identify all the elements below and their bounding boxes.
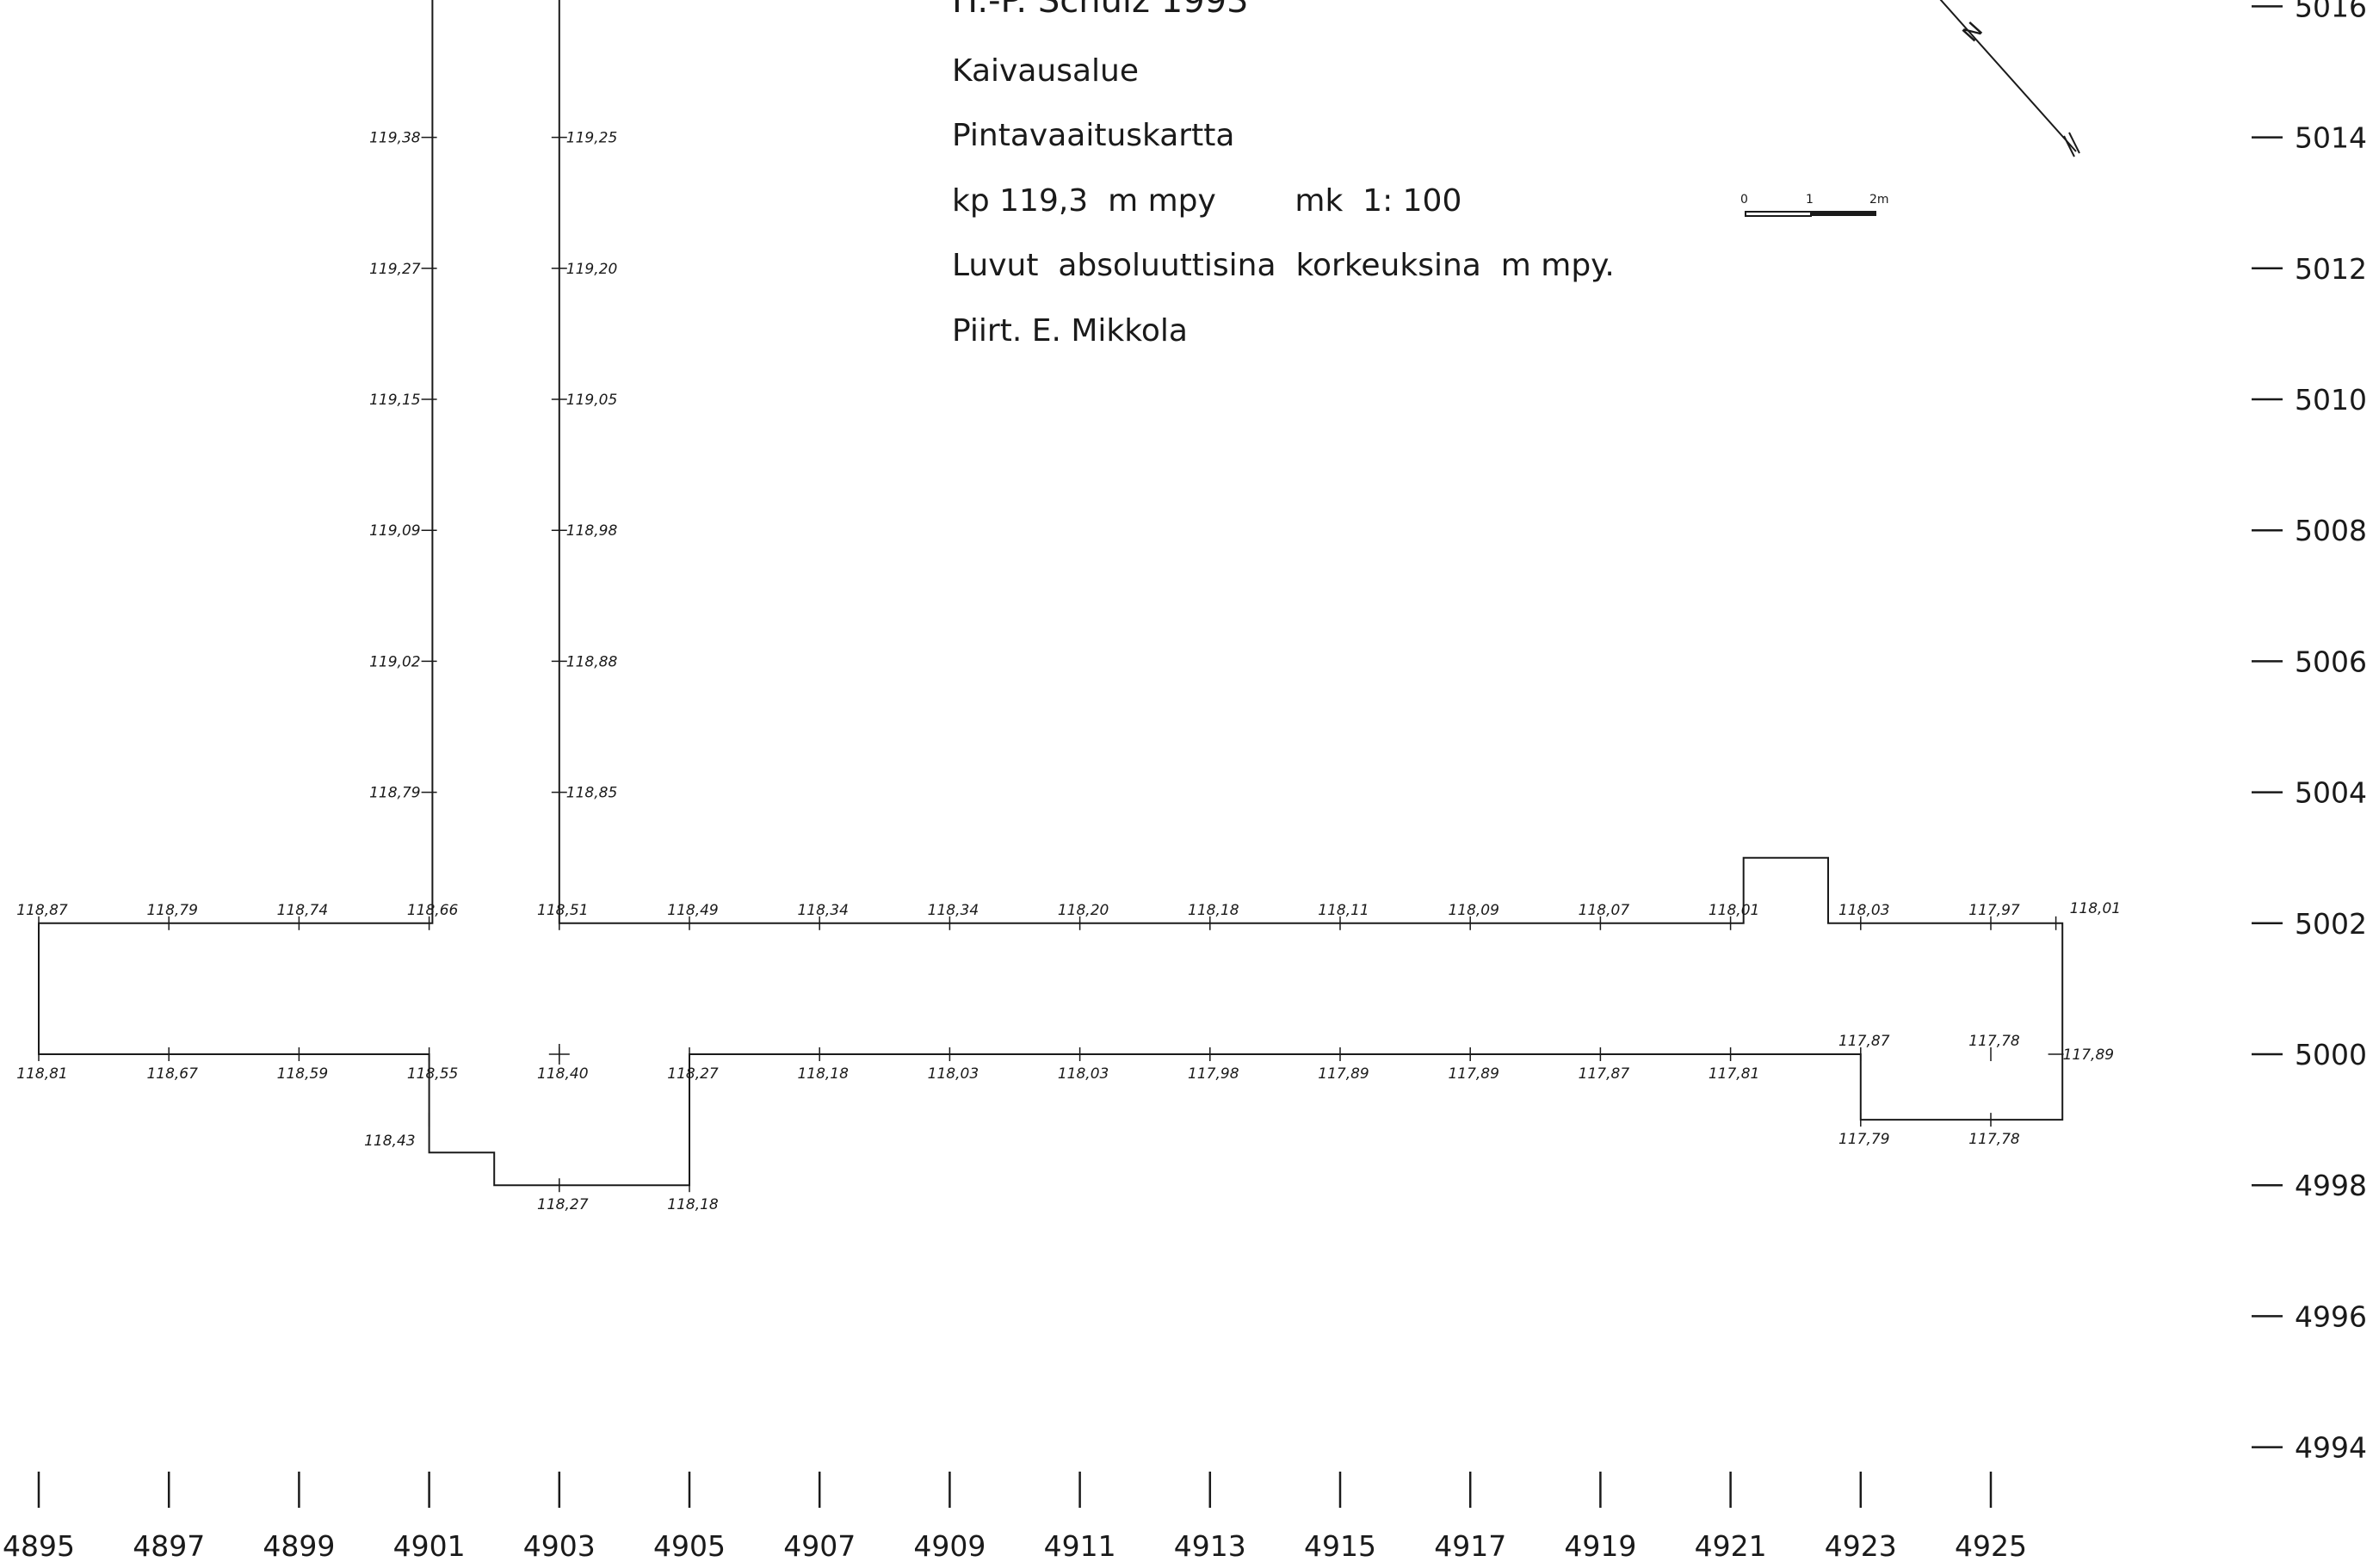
elevation-label: 118,98 bbox=[566, 522, 618, 540]
x-axis-label: 4923 bbox=[1825, 1529, 1897, 1563]
elevation-label: 118,03 bbox=[928, 1065, 979, 1083]
elevation-label: 117,81 bbox=[1709, 1065, 1759, 1083]
y-axis-label: 5014 bbox=[2295, 121, 2367, 155]
elevation-label: 117,78 bbox=[1968, 1033, 2020, 1050]
elevation-label: 118,81 bbox=[16, 1065, 67, 1083]
scale-bar: 0 1 2m bbox=[1740, 193, 1889, 217]
elevation-label: 118,49 bbox=[667, 902, 718, 919]
elevation-label: 118,07 bbox=[1579, 902, 1630, 919]
elevation-label: 117,98 bbox=[1188, 1065, 1239, 1083]
elevation-label: 118,66 bbox=[407, 902, 459, 919]
elevation-label: 117,87 bbox=[1579, 1065, 1630, 1083]
elevation-label: 117,89 bbox=[1448, 1065, 1498, 1083]
elevation-label: 118,79 bbox=[369, 785, 420, 802]
excavation-outline-path bbox=[38, 0, 2064, 1187]
scale-label-1: 1 bbox=[1806, 193, 1814, 207]
page-title: H.-P. Schulz 1993 bbox=[952, 0, 1249, 21]
x-axis-label: 4925 bbox=[1955, 1529, 2027, 1563]
y-axis-label: 5002 bbox=[2295, 907, 2367, 941]
x-axis-label: 4917 bbox=[1434, 1529, 1506, 1563]
elevation-label: 118,43 bbox=[364, 1133, 415, 1150]
scale-label-2m: 2m bbox=[1869, 193, 1889, 207]
x-axis: 4895 4897 4899 4901 4903 4905 4907 4909 4911 4913… bbox=[3, 1472, 2027, 1563]
north-arrow-icon: N bbox=[1939, 0, 2080, 157]
y-axis-label: 5012 bbox=[2295, 252, 2367, 286]
x-axis-label: 4921 bbox=[1695, 1529, 1767, 1563]
elevation-label: 118,09 bbox=[1448, 902, 1498, 919]
elevation-label: 118,01 bbox=[2070, 900, 2121, 917]
elevation-label: 118,11 bbox=[1318, 902, 1369, 919]
survey-point-ticks bbox=[38, 136, 2064, 1193]
x-axis-label: 4895 bbox=[3, 1529, 75, 1563]
y-axis-label: 5000 bbox=[2295, 1038, 2367, 1071]
elevation-label: 118,01 bbox=[1709, 902, 1759, 919]
elevation-label: 118,27 bbox=[537, 1196, 589, 1213]
x-axis-label: 4919 bbox=[1564, 1529, 1636, 1563]
subtitle-map-type: Pintavaaituskartta bbox=[952, 118, 1235, 153]
elevation-label: 118,51 bbox=[537, 902, 588, 919]
x-axis-label: 4909 bbox=[913, 1529, 986, 1563]
x-axis-label: 4899 bbox=[263, 1529, 335, 1563]
elevation-label: 117,97 bbox=[1968, 902, 2020, 919]
elevation-label: 119,09 bbox=[369, 522, 420, 540]
elevation-label: 118,34 bbox=[797, 902, 848, 919]
elevation-label: 118,87 bbox=[16, 902, 68, 919]
x-axis-label: 4907 bbox=[783, 1529, 856, 1563]
x-axis-label: 4901 bbox=[393, 1529, 466, 1563]
north-label: N bbox=[1958, 17, 1988, 47]
x-axis-label: 4905 bbox=[653, 1529, 726, 1563]
elevation-label: 117,89 bbox=[1318, 1065, 1369, 1083]
elevation-label: 118,88 bbox=[566, 653, 618, 670]
elevation-label: 119,25 bbox=[566, 130, 617, 147]
subtitle-area: Kaivausalue bbox=[952, 53, 1140, 89]
elevation-label: 118,67 bbox=[146, 1065, 198, 1083]
elevation-label: 118,18 bbox=[667, 1196, 719, 1213]
elevation-label: 119,38 bbox=[369, 130, 421, 147]
x-axis-label: 4903 bbox=[523, 1529, 596, 1563]
elevation-label: 118,55 bbox=[407, 1065, 458, 1083]
elevation-label: 118,03 bbox=[1838, 902, 1889, 919]
excavation-outline bbox=[38, 0, 2064, 1187]
y-axis-label: 5010 bbox=[2295, 383, 2367, 417]
x-axis-label: 4911 bbox=[1044, 1529, 1116, 1563]
elevation-label: 117,79 bbox=[1838, 1131, 1889, 1148]
elevation-label: 117,87 bbox=[1838, 1033, 1890, 1050]
elevation-label: 118,40 bbox=[537, 1065, 588, 1083]
elevation-label: 118,74 bbox=[277, 902, 328, 919]
y-axis-label: 5004 bbox=[2295, 776, 2367, 810]
elevation-label: 118,34 bbox=[928, 902, 979, 919]
elevation-label: 118,18 bbox=[797, 1065, 849, 1083]
elevation-label: 117,89 bbox=[2063, 1046, 2114, 1064]
elevation-label: 118,59 bbox=[277, 1065, 328, 1083]
subtitle-units: Luvut absoluuttisina korkeuksina m mpy. bbox=[952, 248, 1615, 283]
elevation-label: 119,20 bbox=[566, 261, 617, 278]
elevation-label: 118,27 bbox=[667, 1065, 719, 1083]
x-axis-label: 4915 bbox=[1304, 1529, 1376, 1563]
y-axis: 5016 5014 5012 5010 5008 5006 5004 5002 5000 4998… bbox=[2252, 0, 2367, 1465]
elevation-label: 119,27 bbox=[369, 261, 421, 278]
scale-label-0: 0 bbox=[1740, 193, 1748, 207]
x-axis-label: 4897 bbox=[133, 1529, 205, 1563]
elevation-labels: 119,55119,46119,38119,25119,27119,20119,… bbox=[16, 130, 2121, 1214]
y-axis-label: 5008 bbox=[2295, 514, 2367, 547]
elevation-label: 118,85 bbox=[566, 785, 617, 802]
elevation-label: 119,05 bbox=[566, 392, 617, 409]
elevation-label: 119,15 bbox=[369, 392, 420, 409]
y-axis-label: 5006 bbox=[2295, 645, 2367, 678]
y-axis-label: 5016 bbox=[2295, 0, 2367, 23]
subtitle-reference: kp 119,3 m mpy mk 1: 100 bbox=[952, 183, 1462, 219]
elevation-label: 118,79 bbox=[146, 902, 197, 919]
y-axis-label: 4994 bbox=[2295, 1431, 2367, 1465]
elevation-label: 118,18 bbox=[1188, 902, 1239, 919]
y-axis-label: 4998 bbox=[2295, 1169, 2367, 1202]
subtitle-drawn-by: Piirt. E. Mikkola bbox=[952, 313, 1188, 349]
elevation-label: 118,03 bbox=[1058, 1065, 1109, 1083]
elevation-label: 117,78 bbox=[1968, 1131, 2020, 1148]
elevation-label: 118,20 bbox=[1058, 902, 1109, 919]
elevation-label: 119,02 bbox=[369, 653, 420, 670]
y-axis-label: 4996 bbox=[2295, 1299, 2367, 1333]
x-axis-label: 4913 bbox=[1174, 1529, 1246, 1563]
